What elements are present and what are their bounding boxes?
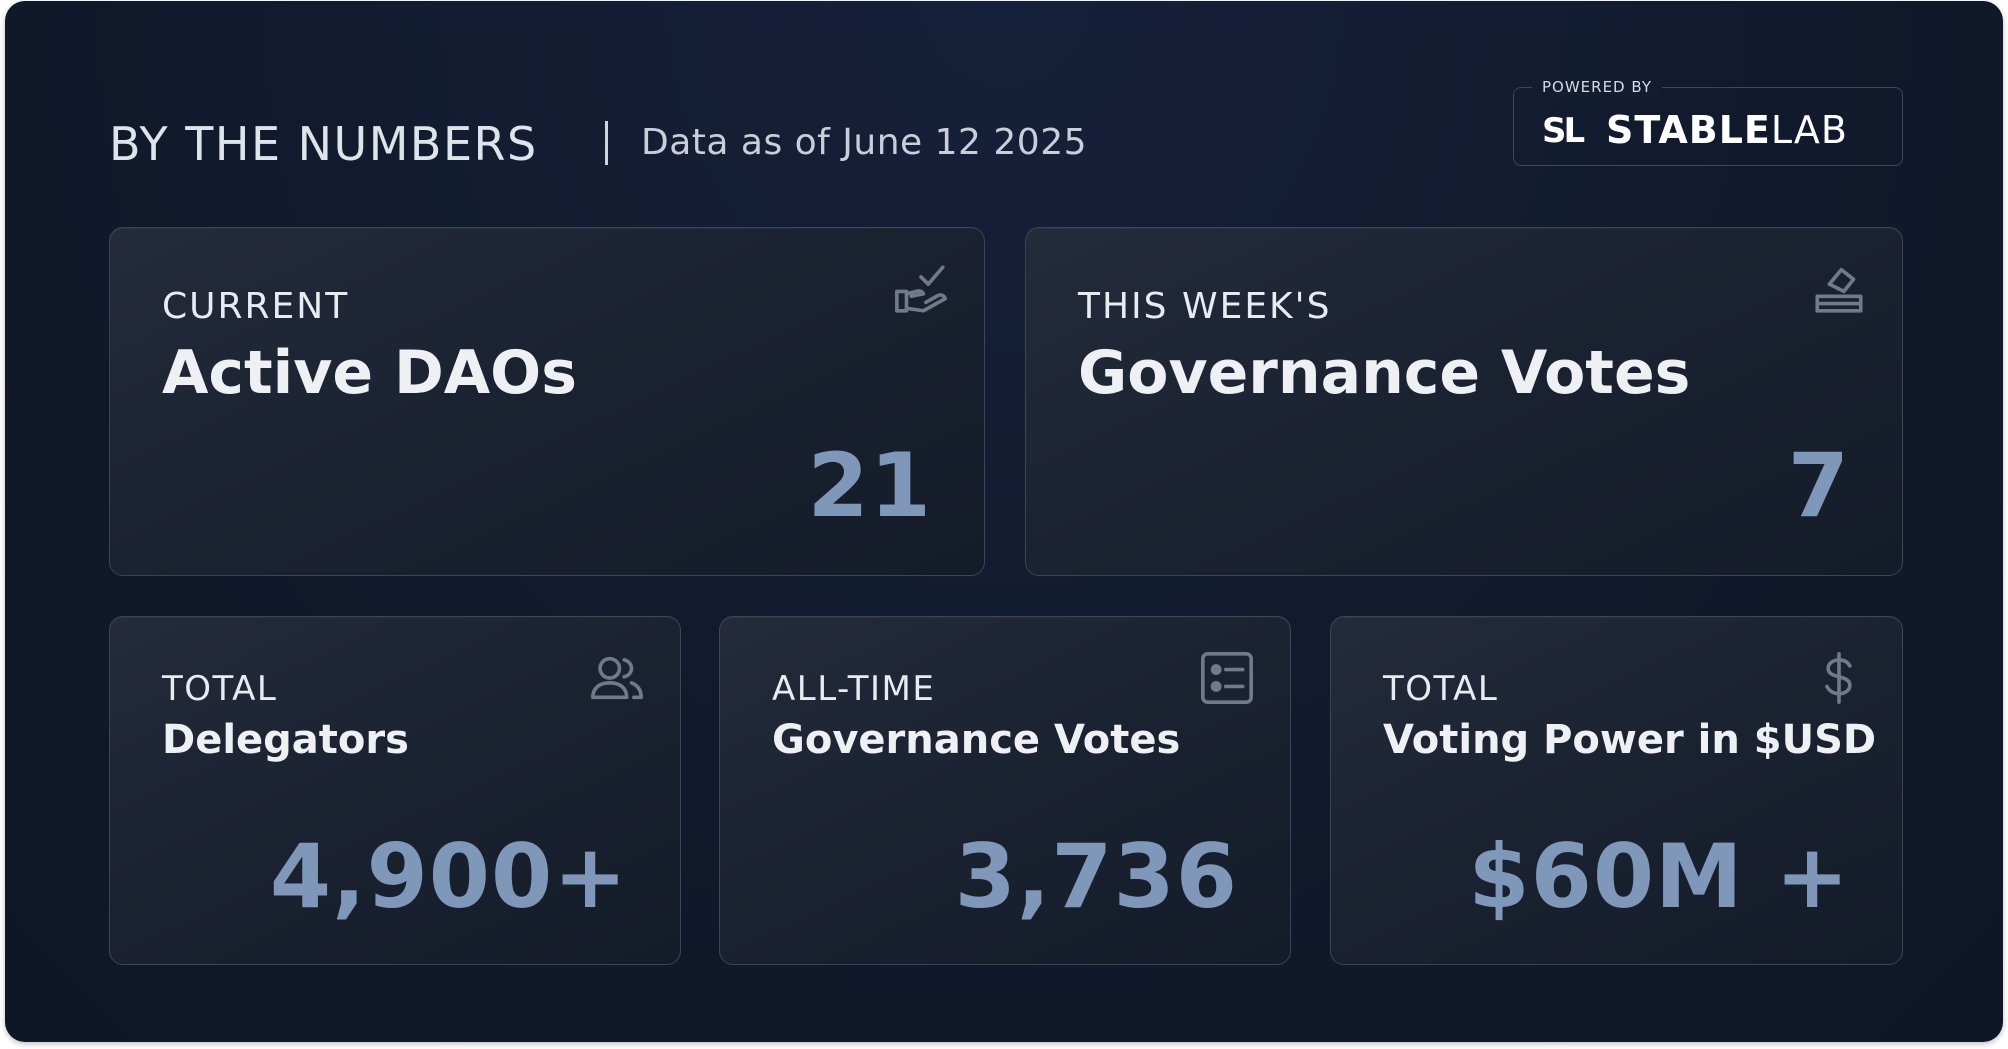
page-title: BY THE NUMBERS <box>109 117 538 171</box>
stat-card-active-daos: CURRENT Active DAOs 21 <box>109 227 985 576</box>
card-title: Governance Votes <box>772 717 1181 763</box>
card-kicker: CURRENT <box>162 286 350 327</box>
powered-by-badge[interactable]: POWERED BY SL STABLELAB <box>1513 78 1903 166</box>
hand-check-icon <box>892 260 950 318</box>
card-kicker: TOTAL <box>162 669 278 709</box>
card-title: Delegators <box>162 717 409 763</box>
card-title: Active DAOs <box>162 338 577 408</box>
brand-name: STABLELAB <box>1606 108 1848 152</box>
card-value: 7 <box>1787 434 1850 537</box>
data-date: Data as of June 12 2025 <box>641 122 1088 163</box>
stat-card-delegators: TOTAL Delegators 4,900+ <box>109 616 681 965</box>
users-icon <box>588 649 646 707</box>
card-title: Voting Power in $USD <box>1383 717 1877 763</box>
powered-by-label: POWERED BY <box>1532 78 1663 96</box>
stat-card-alltime-votes: ALL-TIME Governance Votes 3,736 <box>719 616 1291 965</box>
ballot-box-icon <box>1810 260 1868 318</box>
card-title: Governance Votes <box>1078 338 1691 408</box>
card-kicker: ALL-TIME <box>772 669 936 709</box>
stat-card-weekly-votes: THIS WEEK'S Governance Votes 7 <box>1025 227 1903 576</box>
brand-logo: SL STABLELAB <box>1542 108 1848 152</box>
header-divider <box>605 121 608 165</box>
card-kicker: TOTAL <box>1383 669 1499 709</box>
card-value: 3,736 <box>954 825 1238 928</box>
dashboard-panel: BY THE NUMBERS Data as of June 12 2025 P… <box>5 1 2003 1042</box>
card-value: 4,900+ <box>269 825 628 928</box>
logo-monogram: SL <box>1542 111 1584 149</box>
card-value: $60M + <box>1468 825 1850 928</box>
stat-card-voting-power: TOTAL Voting Power in $USD $60M + <box>1330 616 1903 965</box>
stablelab-logo-icon: SL <box>1542 111 1587 149</box>
dollar-icon <box>1810 649 1868 707</box>
card-kicker: THIS WEEK'S <box>1078 286 1332 327</box>
list-icon <box>1198 649 1256 707</box>
card-value: 21 <box>807 434 932 537</box>
